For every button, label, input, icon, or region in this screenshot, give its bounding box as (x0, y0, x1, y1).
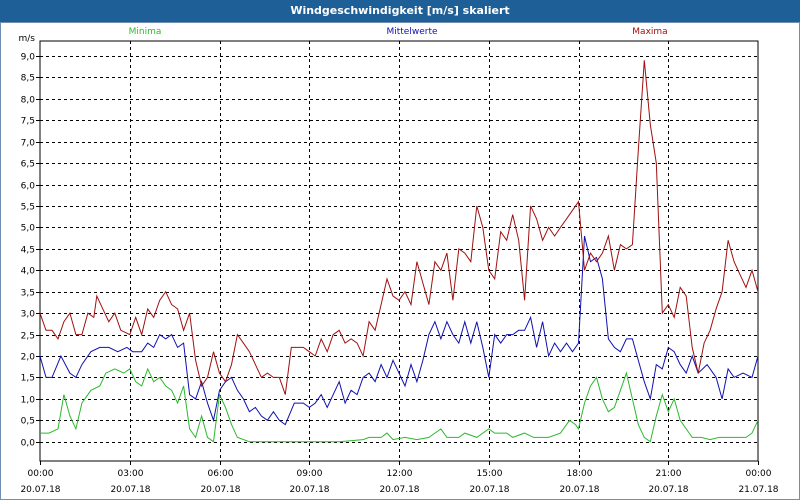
y-tick-label: 7,0 (21, 139, 36, 149)
y-tick-label: 4,0 (21, 267, 36, 277)
x-tick-time-label: 03:00 (118, 469, 144, 479)
y-tick-label: 1,5 (21, 374, 35, 384)
x-tick-time-label: 00:00 (28, 469, 54, 479)
x-tick-date-label: 20.07.18 (110, 485, 150, 495)
y-tick-label: 0,5 (21, 417, 35, 427)
y-tick-label: 2,0 (21, 353, 36, 363)
series-line-minima (40, 367, 758, 443)
y-tick-label: 4,5 (21, 246, 35, 256)
y-tick-label: 8,5 (21, 74, 35, 84)
y-tick-label: 2,5 (21, 332, 35, 342)
y-tick-label: 3,5 (21, 289, 35, 299)
chart-title-bar: Windgeschwindigkeit [m/s] skaliert (0, 0, 800, 22)
x-tick-time-label: 00:00 (746, 469, 772, 479)
x-tick-date-label: 20.07.18 (559, 485, 599, 495)
y-tick-label: 5,5 (21, 203, 35, 213)
x-tick-time-label: 18:00 (567, 469, 593, 479)
y-tick-label: 8,0 (21, 96, 36, 106)
legend-label-maxima: Maxima (632, 27, 667, 37)
y-tick-label: 3,0 (21, 310, 36, 320)
series-line-mittelwerte (40, 235, 758, 426)
x-tick-date-label: 21.07.18 (738, 485, 778, 495)
series-line-maxima (40, 60, 758, 395)
legend-label-minima: Minima (129, 27, 162, 37)
chart-title: Windgeschwindigkeit [m/s] skaliert (290, 4, 510, 17)
x-tick-time-label: 06:00 (208, 469, 234, 479)
y-tick-label: 6,5 (21, 160, 35, 170)
x-tick-time-label: 15:00 (477, 469, 503, 479)
x-tick-date-label: 20.07.18 (469, 485, 509, 495)
y-tick-label: 1,0 (21, 396, 36, 406)
y-tick-label: 7,5 (21, 117, 35, 127)
y-tick-label: 6,0 (21, 182, 36, 192)
x-tick-date-label: 20.07.18 (289, 485, 329, 495)
y-axis-unit-label: m/s (19, 34, 36, 44)
x-tick-date-label: 20.07.18 (200, 485, 240, 495)
x-tick-date-label: 20.07.18 (379, 485, 419, 495)
x-tick-date-label: 20.07.18 (20, 485, 60, 495)
y-tick-label: 9,0 (21, 53, 36, 63)
y-tick-label: 0,0 (21, 439, 36, 449)
legend-label-mittelwerte: Mittelwerte (386, 27, 437, 37)
x-tick-time-label: 09:00 (297, 469, 323, 479)
x-tick-time-label: 21:00 (656, 469, 682, 479)
x-tick-time-label: 12:00 (387, 469, 413, 479)
y-tick-label: 5,0 (21, 224, 36, 234)
x-tick-date-label: 20.07.18 (648, 485, 688, 495)
